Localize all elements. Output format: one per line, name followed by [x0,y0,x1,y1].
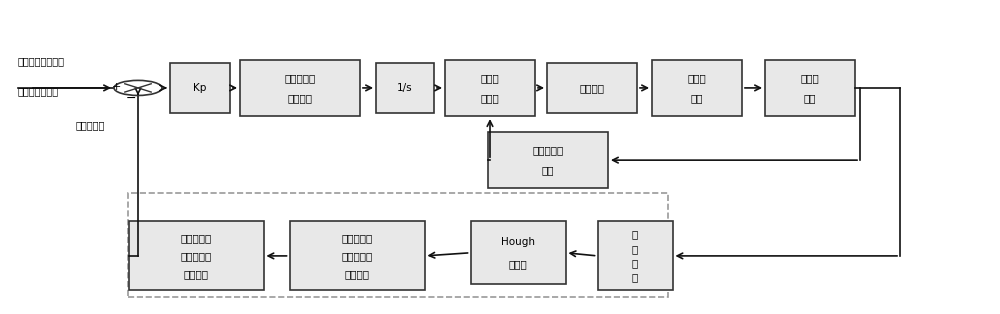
Text: −: − [126,92,136,106]
Text: 采: 采 [632,258,638,268]
Bar [765,60,855,116]
Text: 集: 集 [632,273,638,283]
Text: 给定探测器井与视: 给定探测器井与视 [18,56,65,66]
Text: 本体: 本体 [804,93,816,103]
Text: 与探测器井: 与探测器井 [180,251,212,261]
Text: 控制笱: 控制笱 [481,93,499,103]
Text: 图: 图 [632,229,638,239]
Text: 机器人位置: 机器人位置 [284,73,316,83]
Text: 像素距离: 像素距离 [344,269,370,279]
Bar [240,60,360,116]
Bar [170,63,230,113]
Text: 姆轮: 姆轮 [691,93,703,103]
Text: 与探测器井: 与探测器井 [341,251,373,261]
Text: +: + [111,82,121,92]
Bar [652,60,742,116]
Text: 像: 像 [632,244,638,254]
Text: Kp: Kp [193,83,207,93]
Text: 伺服电机: 伺服电机 [580,83,604,93]
Text: 圆检测: 圆检测 [509,259,527,269]
Text: 1/s: 1/s [397,83,413,93]
Circle shape [114,80,162,95]
Text: 位置、速度: 位置、速度 [532,145,564,155]
Bar [471,221,566,284]
Text: 麦克纳: 麦克纳 [688,73,706,83]
Text: 觉参考件距离差: 觉参考件距离差 [18,86,59,96]
Text: 实际距离: 实际距离 [184,269,208,279]
Text: 机器人: 机器人 [481,73,499,83]
Bar [128,193,668,297]
Bar [598,221,672,290]
Bar [128,221,264,290]
Text: 机器人: 机器人 [801,73,819,83]
Text: 视觉参考件: 视觉参考件 [341,233,373,243]
Bar [547,63,637,113]
Text: 反馈: 反馈 [542,165,554,175]
Text: 视觉参考件: 视觉参考件 [180,233,212,243]
Bar [376,63,434,113]
Bar [445,60,535,116]
Text: 调整策略: 调整策略 [288,93,312,103]
Bar [488,132,608,188]
Text: 当前距离差: 当前距离差 [76,121,105,131]
Text: Hough: Hough [501,236,535,246]
Bar [290,221,424,290]
